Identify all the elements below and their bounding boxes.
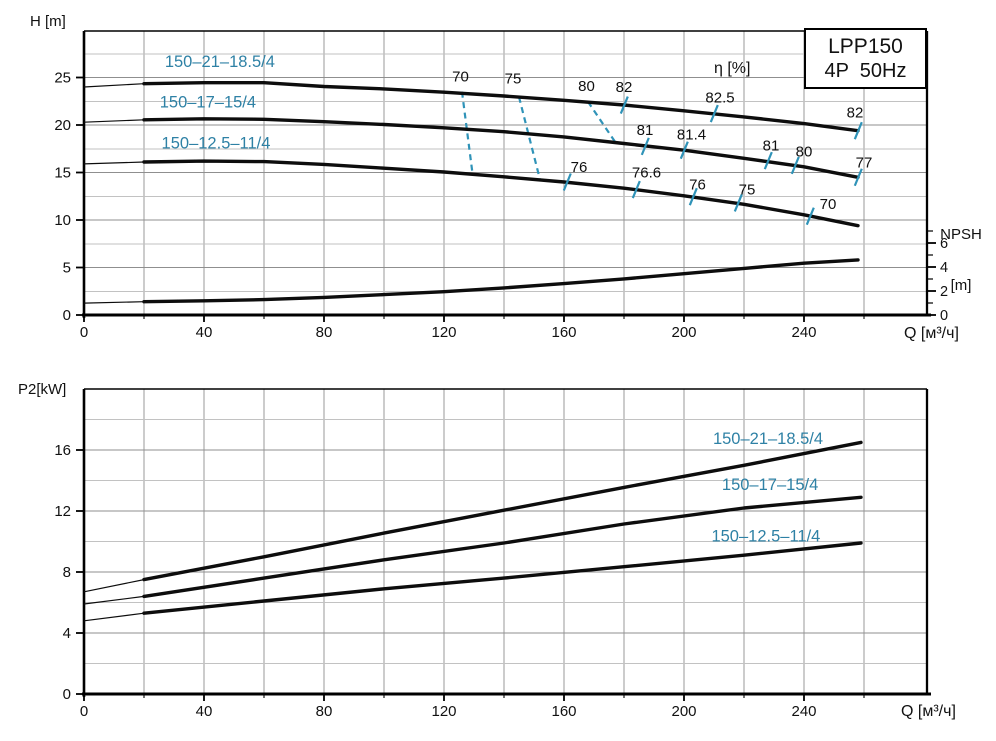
efficiency-label: 76.6 bbox=[632, 165, 661, 182]
efficiency-dash-line bbox=[460, 91, 474, 174]
efficiency-tick-mark bbox=[619, 96, 629, 114]
efficiency-tick-mark bbox=[733, 193, 743, 212]
x-tick-label: 120 bbox=[431, 703, 456, 720]
x-tick-label: 200 bbox=[671, 703, 696, 720]
series-label: 150–17–15/4 bbox=[722, 476, 818, 494]
efficiency-label: 81 bbox=[637, 122, 654, 139]
y-tick-label: 25 bbox=[54, 70, 71, 87]
efficiency-dash-line bbox=[587, 101, 618, 145]
efficiency-label: 70 bbox=[820, 196, 837, 213]
chart-power: 0 40 80 120 160 200 240 0 4 8 12 16 150–21–18.5/4 150… bbox=[54, 388, 931, 720]
y-axis-title-head: H [m] bbox=[30, 13, 66, 30]
curve-leadin-NPSH bbox=[83, 301, 145, 304]
curve-leadin-150–17–15/4 bbox=[83, 119, 145, 123]
curve-leadin-150–12.5–11/4 bbox=[83, 612, 145, 622]
x-tick-label: 120 bbox=[431, 324, 456, 341]
npsh-axis-title-line1: NPSH bbox=[940, 226, 982, 243]
series-label: 150–12.5–11/4 bbox=[162, 135, 271, 153]
y-tick-label: 12 bbox=[54, 503, 71, 520]
efficiency-label: 82 bbox=[847, 105, 864, 122]
y-tick-label: 0 bbox=[63, 307, 71, 324]
efficiency-label: 81 bbox=[763, 137, 780, 154]
y-axis-title-power: P2[kW] bbox=[18, 381, 67, 398]
x-tick-label: 0 bbox=[80, 703, 88, 720]
series-label: 150–21–18.5/4 bbox=[713, 430, 823, 448]
curve-150–17–15/4 bbox=[142, 117, 860, 179]
x-tick-label: 80 bbox=[316, 703, 333, 720]
x-axis-title-top: Q [м³/ч] bbox=[904, 325, 959, 342]
y-tick-label: 20 bbox=[54, 117, 71, 134]
efficiency-tick-mark bbox=[562, 173, 572, 191]
model-series-name: LPP150 bbox=[828, 35, 903, 58]
y-tick-label: 4 bbox=[63, 625, 71, 642]
efficiency-label: 76 bbox=[689, 176, 706, 193]
npsh-axis-title-line2: [m] bbox=[950, 277, 972, 294]
efficiency-label: 80 bbox=[578, 78, 595, 95]
efficiency-label: 77 bbox=[856, 155, 873, 172]
efficiency-tick-mark bbox=[853, 121, 863, 140]
npsh-tick-label: 6 bbox=[940, 236, 948, 252]
curve-NPSH bbox=[142, 258, 860, 304]
efficiency-tick-mark bbox=[790, 156, 800, 175]
curve-150–21–18.5/4 bbox=[142, 440, 863, 582]
efficiency-label: 82.5 bbox=[705, 89, 734, 106]
x-tick-label: 200 bbox=[671, 324, 696, 341]
curve-150–12.5–11/4 bbox=[142, 159, 860, 228]
efficiency-tick-mark bbox=[631, 180, 641, 199]
model-poles-frequency: 4P 50Hz bbox=[824, 60, 907, 82]
efficiency-label: 82 bbox=[616, 79, 633, 96]
npsh-axis-title: NPSH [m] bbox=[926, 192, 996, 328]
model-series-box: LPP150 4P 50Hz bbox=[804, 28, 927, 89]
series-label: 150–12.5–11/4 bbox=[711, 528, 820, 546]
x-tick-label: 240 bbox=[791, 324, 816, 341]
series-label: 150–21–18.5/4 bbox=[165, 53, 275, 71]
y-tick-label: 15 bbox=[54, 165, 71, 182]
x-tick-label: 80 bbox=[316, 324, 333, 341]
efficiency-label: 80 bbox=[796, 144, 813, 161]
efficiency-label: 75 bbox=[739, 182, 756, 199]
npsh-tick-label: 0 bbox=[940, 308, 948, 324]
efficiency-dash-line bbox=[517, 96, 542, 180]
x-axis-title-bottom: Q [м³/ч] bbox=[901, 703, 956, 720]
efficiency-axis-label: η [%] bbox=[714, 60, 751, 77]
efficiency-tick-mark bbox=[853, 168, 863, 187]
efficiency-tick-mark bbox=[763, 151, 773, 170]
chart-head-capacity: 0 40 80 120 160 200 240 0 5 10 15 20 25 0 2 4 6 150–21–18… bbox=[54, 30, 948, 341]
x-tick-label: 160 bbox=[551, 324, 576, 341]
y-tick-label: 10 bbox=[54, 212, 71, 229]
efficiency-label: 76 bbox=[571, 159, 588, 176]
curve-150–21–18.5/4 bbox=[142, 81, 860, 133]
x-tick-label: 160 bbox=[551, 703, 576, 720]
x-tick-label: 240 bbox=[791, 703, 816, 720]
efficiency-label: 70 bbox=[452, 69, 469, 86]
npsh-tick-label: 4 bbox=[940, 260, 948, 276]
curve-150–12.5–11/4 bbox=[142, 541, 863, 615]
x-tick-label: 0 bbox=[80, 324, 88, 341]
curve-leadin-150–17–15/4 bbox=[83, 595, 145, 605]
x-tick-label: 40 bbox=[196, 324, 213, 341]
y-tick-label: 5 bbox=[63, 260, 71, 277]
efficiency-tick-mark bbox=[640, 137, 650, 156]
curve-leadin-150–21–18.5/4 bbox=[83, 579, 145, 593]
y-tick-label: 8 bbox=[63, 564, 71, 581]
y-tick-label: 0 bbox=[63, 686, 71, 703]
efficiency-tick-mark bbox=[688, 187, 698, 206]
curve-leadin-150–12.5–11/4 bbox=[83, 161, 145, 165]
efficiency-label: 81.4 bbox=[677, 127, 706, 144]
curve-leadin-150–21–18.5/4 bbox=[83, 83, 145, 88]
curve-150–17–15/4 bbox=[142, 495, 863, 599]
y-tick-label: 16 bbox=[54, 442, 71, 459]
efficiency-tick-mark bbox=[709, 104, 719, 123]
series-label: 150–17–15/4 bbox=[160, 94, 256, 112]
npsh-tick-label: 2 bbox=[940, 284, 948, 300]
efficiency-label: 75 bbox=[505, 70, 522, 87]
x-tick-label: 40 bbox=[196, 703, 213, 720]
efficiency-tick-mark bbox=[679, 141, 689, 160]
efficiency-tick-mark bbox=[805, 207, 815, 226]
